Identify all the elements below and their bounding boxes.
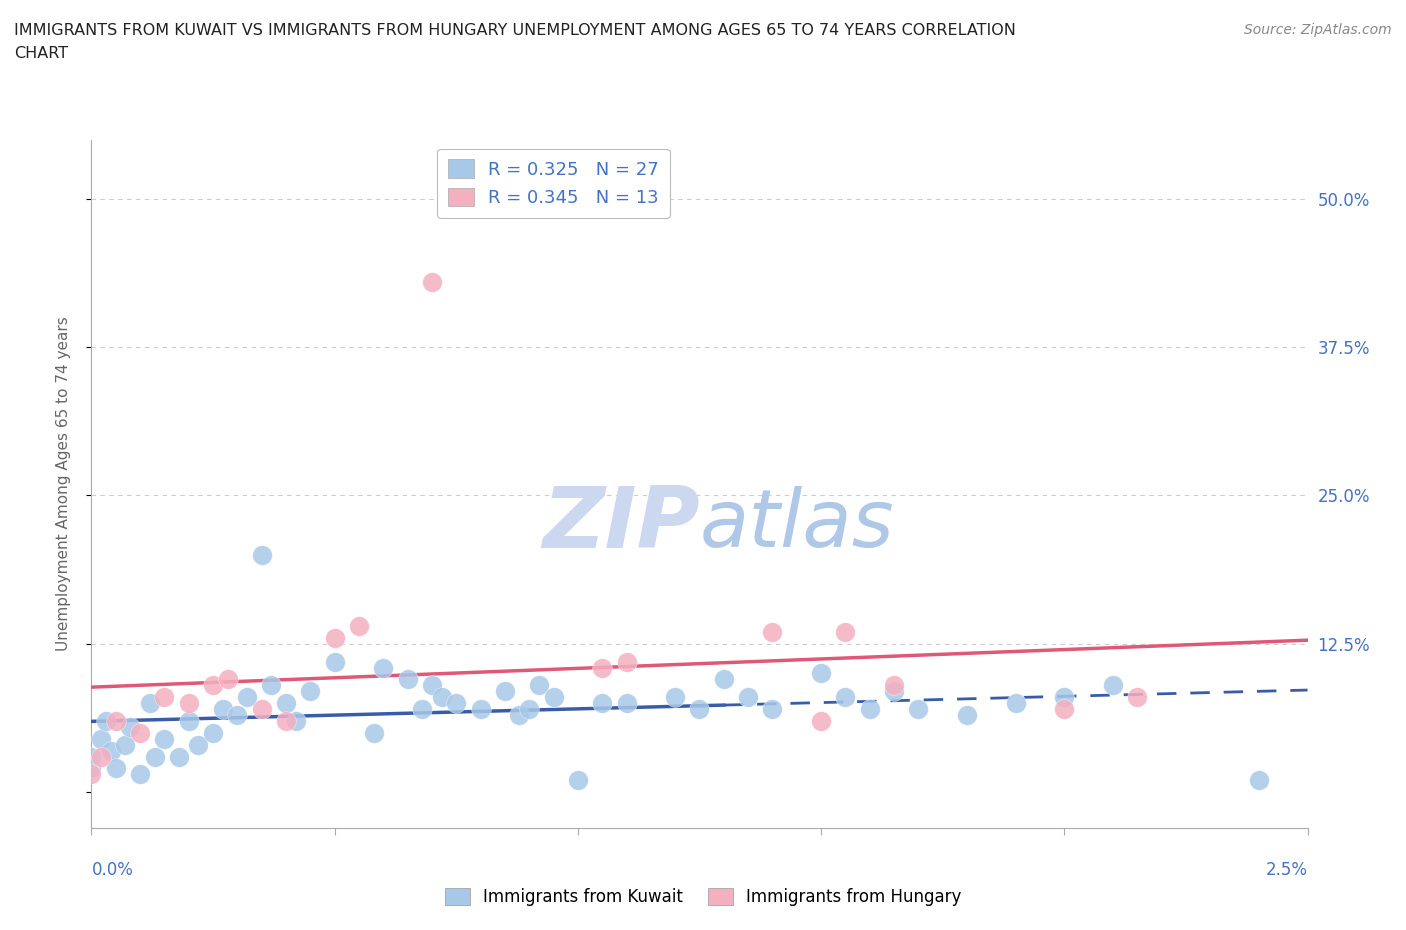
Point [444,696,467,711]
Point [284,713,307,728]
Point [236,690,259,705]
Point [883,684,905,698]
Point [274,696,297,711]
Point [347,618,370,633]
Point [616,654,638,669]
Point [737,690,759,705]
Point [80,749,103,764]
Point [508,708,530,723]
Point [1126,690,1149,705]
Point [420,274,443,289]
Point [363,725,385,740]
Point [153,731,176,746]
Point [80,761,103,776]
Point [907,701,929,716]
Point [129,767,152,782]
Legend: R = 0.325   N = 27, R = 0.345   N = 13: R = 0.325 N = 27, R = 0.345 N = 13 [437,149,669,218]
Text: 2.5%: 2.5% [1265,860,1308,879]
Point [1053,690,1076,705]
Point [517,701,540,716]
Point [494,684,516,698]
Text: atlas: atlas [699,485,894,564]
Point [411,701,433,716]
Point [834,690,856,705]
Point [664,690,686,705]
Text: IMMIGRANTS FROM KUWAIT VS IMMIGRANTS FROM HUNGARY UNEMPLOYMENT AMONG AGES 65 TO : IMMIGRANTS FROM KUWAIT VS IMMIGRANTS FRO… [14,23,1017,38]
Point [761,624,783,639]
Legend: Immigrants from Kuwait, Immigrants from Hungary: Immigrants from Kuwait, Immigrants from … [437,881,969,912]
Point [527,678,550,693]
Point [761,701,783,716]
Point [883,678,905,693]
Point [143,749,166,764]
Point [114,737,136,752]
Point [470,701,492,716]
Point [260,678,283,693]
Point [104,761,127,776]
Point [211,701,233,716]
Point [90,749,112,764]
Point [167,749,190,764]
Point [80,767,103,782]
Point [250,548,273,563]
Point [100,743,122,758]
Y-axis label: Unemployment Among Ages 65 to 74 years: Unemployment Among Ages 65 to 74 years [56,316,70,651]
Point [323,654,346,669]
Point [177,713,200,728]
Text: Source: ZipAtlas.com: Source: ZipAtlas.com [1244,23,1392,37]
Point [153,690,176,705]
Point [1247,773,1270,788]
Point [373,660,395,675]
Point [323,631,346,645]
Point [1102,678,1125,693]
Point [688,701,710,716]
Point [202,725,225,740]
Point [299,684,322,698]
Point [543,690,565,705]
Point [859,701,882,716]
Point [591,696,613,711]
Text: 0.0%: 0.0% [91,860,134,879]
Point [274,713,297,728]
Point [1053,701,1076,716]
Point [810,666,832,681]
Point [430,690,453,705]
Point [217,672,239,687]
Point [616,696,638,711]
Text: ZIP: ZIP [541,484,699,566]
Point [187,737,209,752]
Point [177,696,200,711]
Point [202,678,225,693]
Point [250,701,273,716]
Point [420,678,443,693]
Point [834,624,856,639]
Point [104,713,127,728]
Point [120,720,142,735]
Point [90,731,112,746]
Point [810,713,832,728]
Point [129,725,152,740]
Point [591,660,613,675]
Point [396,672,419,687]
Point [713,672,735,687]
Text: CHART: CHART [14,46,67,61]
Point [1004,696,1026,711]
Point [94,713,117,728]
Point [956,708,979,723]
Point [567,773,589,788]
Point [139,696,162,711]
Point [226,708,249,723]
